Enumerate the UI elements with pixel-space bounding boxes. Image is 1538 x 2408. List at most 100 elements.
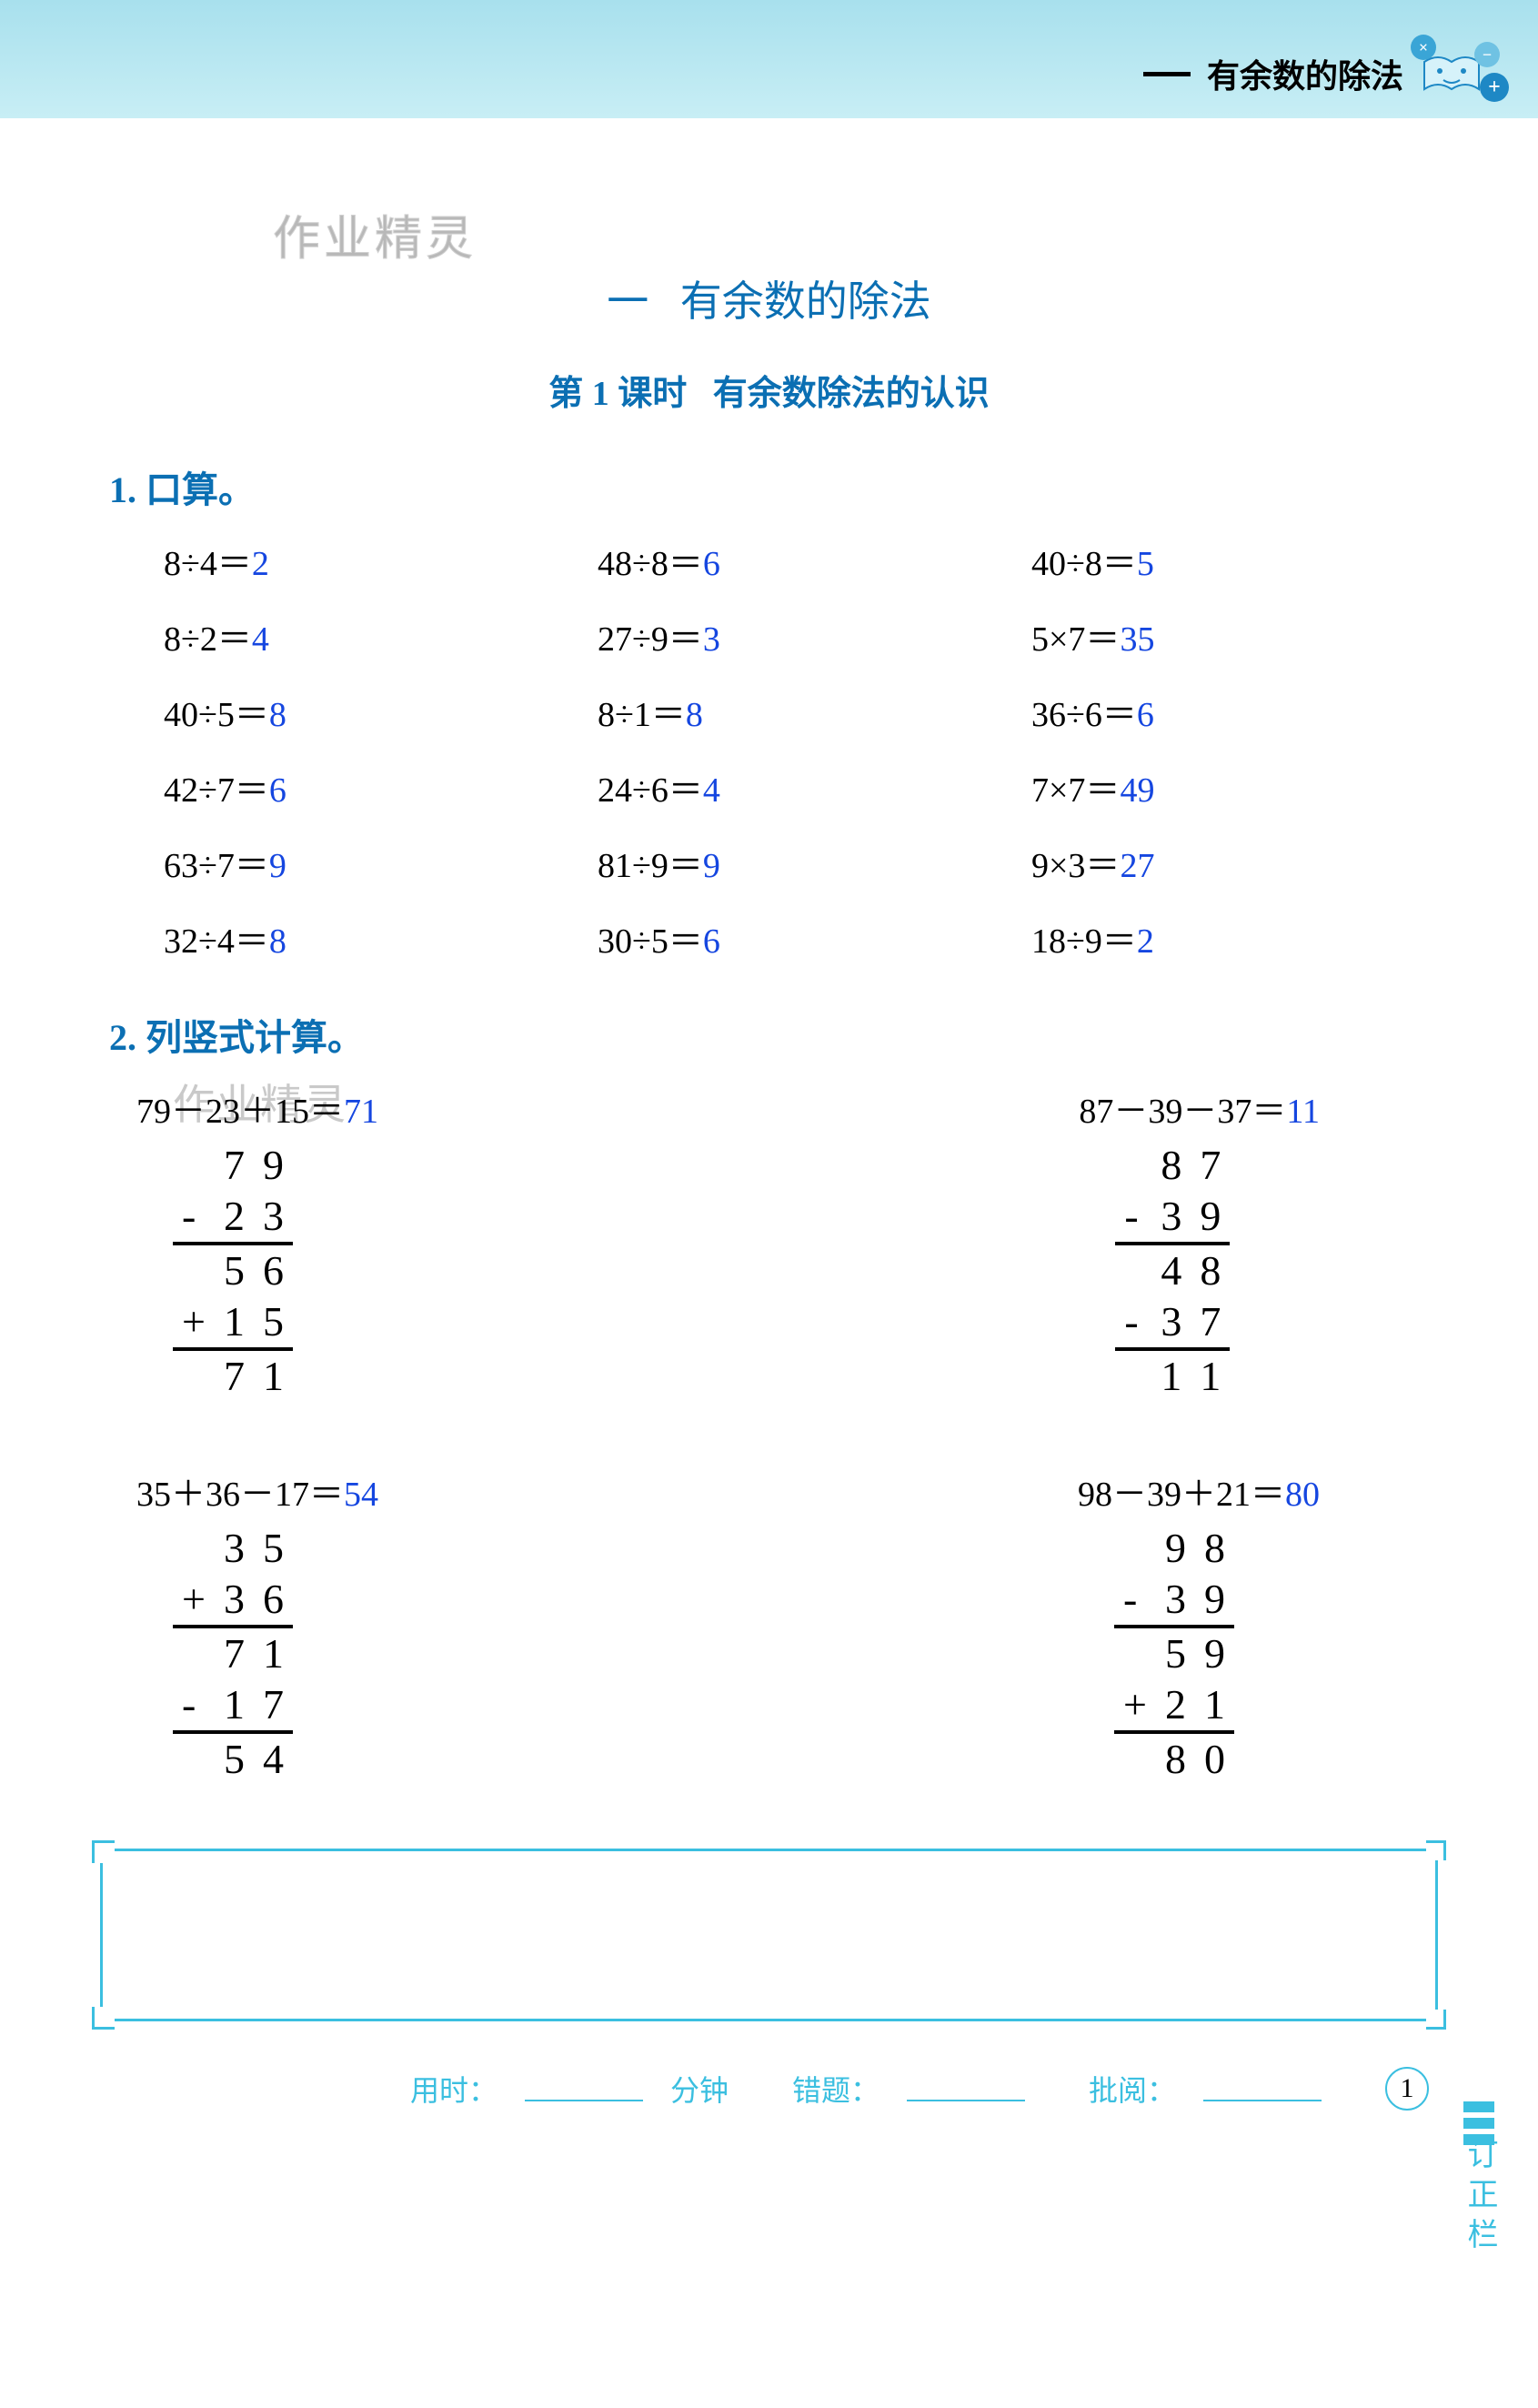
vcalc-digit: 2 <box>215 1191 254 1244</box>
vcalc-row: 59 <box>1114 1627 1234 1679</box>
plus-pill-icon: + <box>1480 73 1509 102</box>
mental-expr: 36÷6＝ <box>1031 696 1137 734</box>
mental-answer: 35 <box>1120 620 1154 659</box>
mental-answer: 9 <box>269 847 286 885</box>
vertical-calc-row-1: 作业精灵 79－23＋15＝71 79-2356+1571 87－39－37＝1… <box>109 1083 1429 1402</box>
vcalc-digit: 5 <box>215 1732 254 1785</box>
vcalc-digit: 8 <box>1151 1140 1191 1191</box>
vcalc-digit: 7 <box>215 1140 254 1191</box>
mental-item: 8÷2＝4 <box>164 610 561 660</box>
vcalc-digit: 4 <box>254 1732 293 1785</box>
vcalc-op: + <box>173 1574 215 1627</box>
mental-expr: 8÷4＝ <box>164 545 252 583</box>
vcalc-row: 71 <box>173 1349 293 1402</box>
vcalc-op: - <box>173 1679 215 1732</box>
vcalc-digit: 5 <box>254 1296 293 1349</box>
mental-answer: 8 <box>686 696 703 734</box>
vcalc-op <box>173 1523 215 1574</box>
vcalc-op <box>1114 1523 1156 1574</box>
vcalc-row: 11 <box>1115 1349 1230 1402</box>
mental-item: 81÷9＝9 <box>598 837 995 887</box>
vcalc-digit: 7 <box>254 1679 293 1732</box>
mental-expr: 30÷5＝ <box>598 922 703 961</box>
vcalc-digit: 1 <box>215 1679 254 1732</box>
vcalc-digit: 7 <box>215 1349 254 1402</box>
vcalc-op <box>173 1627 215 1679</box>
mental-item: 5×7＝35 <box>1031 610 1429 660</box>
vcalc-digit: 3 <box>1151 1191 1191 1244</box>
question-1-heading: 1. 口算。 <box>109 460 1429 513</box>
vcalc-row: 79 <box>173 1140 293 1191</box>
mental-answer: 6 <box>703 545 720 583</box>
vcalc-digit: 3 <box>215 1574 254 1627</box>
mental-answer: 2 <box>252 545 269 583</box>
vcalc-op: + <box>1114 1679 1156 1732</box>
mental-item: 8÷4＝2 <box>164 535 561 585</box>
mental-expr: 18÷9＝ <box>1031 922 1137 961</box>
footer-time-label: 用时： <box>410 2068 498 2110</box>
vcalc-digit: 9 <box>1195 1574 1234 1627</box>
footer-errors-blank[interactable] <box>907 2076 1025 2101</box>
multiply-pill-icon: × <box>1411 35 1436 60</box>
mental-expr: 27÷9＝ <box>598 620 703 659</box>
mental-answer: 5 <box>1137 545 1154 583</box>
mental-answer: 27 <box>1120 847 1154 885</box>
vcalc-digit: 1 <box>215 1296 254 1349</box>
vcalc-digit: 5 <box>215 1244 254 1296</box>
lesson-prefix: 第 1 课时 <box>548 375 687 413</box>
mental-expr: 8÷2＝ <box>164 620 252 659</box>
correction-label: 订正栏 <box>1457 2138 1502 2258</box>
header-banner: 有余数的除法 × − + <box>0 0 1538 118</box>
page-number: 1 <box>1385 2067 1429 2111</box>
mental-answer: 6 <box>703 922 720 961</box>
mental-answer: 6 <box>1137 696 1154 734</box>
mental-answer: 2 <box>1137 922 1154 961</box>
vcalc-op: - <box>1115 1191 1151 1244</box>
mental-item: 9×3＝27 <box>1031 837 1429 887</box>
vcalc-op: + <box>173 1296 215 1349</box>
footer-time-blank[interactable] <box>525 2076 643 2101</box>
vcalc-op <box>173 1349 215 1402</box>
mental-expr: 81÷9＝ <box>598 847 703 885</box>
vcalc-row: +36 <box>173 1574 293 1627</box>
mental-item: 40÷5＝8 <box>164 686 561 736</box>
mental-answer: 4 <box>703 771 720 810</box>
vcalc-row: 54 <box>173 1732 293 1785</box>
vcalc-digit: 2 <box>1156 1679 1195 1732</box>
vcalc-digit: 9 <box>1191 1191 1230 1244</box>
vcalc-1-table: 79-2356+1571 <box>173 1140 293 1402</box>
vcalc-digit: 8 <box>1195 1523 1234 1574</box>
vcalc-digit: 7 <box>1191 1140 1230 1191</box>
mental-item: 27÷9＝3 <box>598 610 995 660</box>
mental-item: 32÷4＝8 <box>164 912 561 962</box>
chapter-name: 有余数的除法 <box>680 278 931 325</box>
vcalc-digit: 5 <box>1156 1627 1195 1679</box>
vcalc-row: -17 <box>173 1679 293 1732</box>
mental-expr: 32÷4＝ <box>164 922 269 961</box>
footer-errors-label: 错题： <box>792 2068 880 2110</box>
vcalc-1-expr: 79－23＋15＝ <box>136 1093 344 1131</box>
vcalc-digit: 6 <box>254 1574 293 1627</box>
vertical-calc-row-2: 35＋36－17＝54 35+3671-1754 98－39＋21＝80 98-… <box>109 1466 1429 1785</box>
footer-review-blank[interactable] <box>1203 2076 1322 2101</box>
mental-expr: 63÷7＝ <box>164 847 269 885</box>
mental-answer: 8 <box>269 696 286 734</box>
vertical-calc-3: 35＋36－17＝54 35+3671-1754 <box>136 1466 378 1785</box>
vcalc-digit: 5 <box>254 1523 293 1574</box>
mental-expr: 48÷8＝ <box>598 545 703 583</box>
mental-expr: 5×7＝ <box>1031 620 1120 659</box>
vcalc-op <box>1115 1244 1151 1296</box>
mental-item: 40÷8＝5 <box>1031 535 1429 585</box>
vcalc-op <box>1114 1732 1156 1785</box>
mental-expr: 7×7＝ <box>1031 771 1120 810</box>
chapter-number: 一 <box>607 278 648 325</box>
minus-pill-icon: − <box>1474 42 1500 67</box>
vcalc-digit: 9 <box>1195 1627 1234 1679</box>
mental-expr: 42÷7＝ <box>164 771 269 810</box>
vcalc-digit: 6 <box>254 1244 293 1296</box>
mental-expr: 9×3＝ <box>1031 847 1120 885</box>
vcalc-digit: 3 <box>1156 1574 1195 1627</box>
vcalc-4-expr: 98－39＋21＝ <box>1078 1476 1285 1514</box>
vcalc-4-ans: 80 <box>1285 1476 1320 1514</box>
lesson-name: 有余数除法的认识 <box>713 375 990 413</box>
